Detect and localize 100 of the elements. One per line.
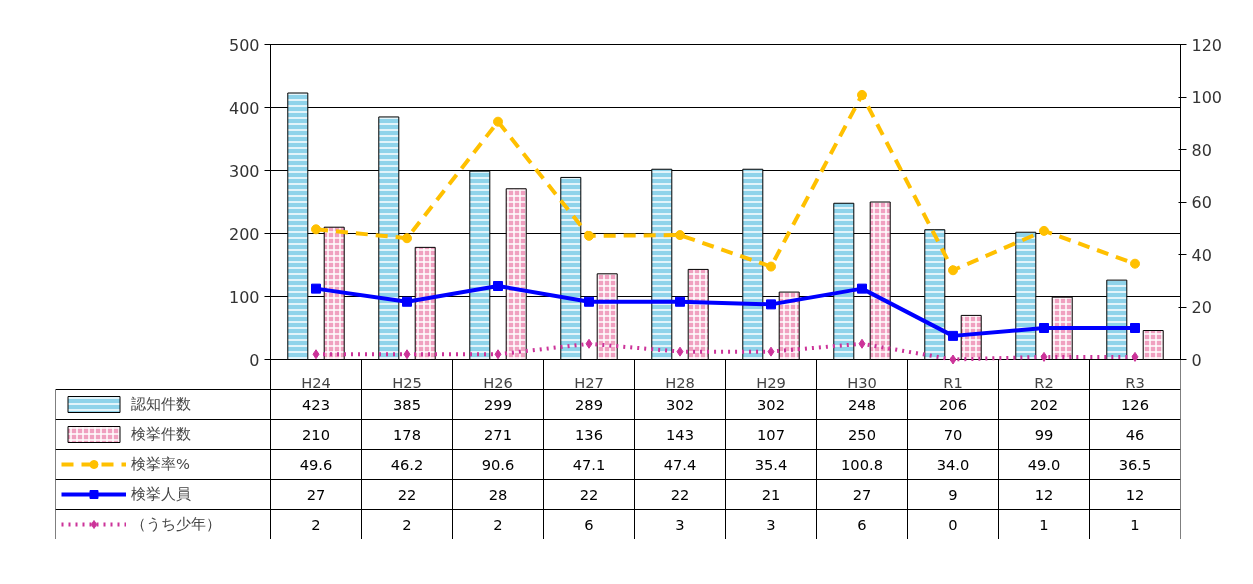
data-label: 34.0 bbox=[936, 455, 970, 473]
point bbox=[948, 330, 958, 341]
data-label: 2 bbox=[402, 515, 412, 533]
data-label: 1 bbox=[1039, 515, 1049, 533]
point bbox=[585, 338, 593, 349]
data-label: 46.2 bbox=[390, 455, 424, 473]
data-label: 1 bbox=[1130, 515, 1140, 533]
x-tick-label: H30 bbox=[847, 373, 877, 391]
data-label: 248 bbox=[848, 395, 876, 413]
data-label: 107 bbox=[757, 425, 785, 443]
y-tick-label: 0 bbox=[249, 350, 260, 370]
y2-tick-label: 80 bbox=[1191, 140, 1212, 160]
y-tick-label: 300 bbox=[228, 161, 260, 181]
point bbox=[403, 349, 411, 360]
data-label: 46 bbox=[1125, 425, 1145, 443]
data-label: 12 bbox=[1125, 485, 1145, 503]
data-label: 49.0 bbox=[1027, 455, 1061, 473]
data-label: 27 bbox=[306, 485, 326, 503]
y2-tick-label: 40 bbox=[1191, 245, 1212, 265]
data-label: 6 bbox=[857, 515, 867, 533]
data-label: 3 bbox=[766, 515, 776, 533]
point bbox=[1040, 351, 1048, 362]
data-label: 178 bbox=[393, 425, 421, 443]
data-label: 22 bbox=[397, 485, 417, 503]
data-label: 99 bbox=[1034, 425, 1054, 443]
point bbox=[494, 349, 502, 360]
data-label: 289 bbox=[575, 395, 603, 413]
x-tick-label: H27 bbox=[574, 373, 604, 391]
point bbox=[767, 346, 775, 357]
x-tick-label: H29 bbox=[756, 373, 786, 391]
point bbox=[1130, 258, 1140, 269]
data-label: 3 bbox=[675, 515, 685, 533]
legend-label: 検挙率% bbox=[131, 454, 190, 474]
point bbox=[766, 261, 776, 272]
data-label: 6 bbox=[584, 515, 594, 533]
x-tick-label: H25 bbox=[392, 373, 422, 391]
y2-tick-label: 100 bbox=[1191, 88, 1223, 107]
point bbox=[1039, 323, 1049, 333]
point bbox=[949, 354, 957, 365]
y2-tick-label: 0 bbox=[1191, 350, 1202, 370]
point bbox=[858, 338, 866, 349]
data-label: 47.4 bbox=[663, 455, 697, 473]
point bbox=[1130, 323, 1140, 333]
y2-tick-label: 20 bbox=[1191, 298, 1212, 317]
y2-tick-label: 120 bbox=[1191, 35, 1223, 55]
legend-label: 認知件数 bbox=[131, 394, 191, 414]
x-tick-label: H28 bbox=[665, 373, 695, 391]
data-label: 126 bbox=[1121, 395, 1149, 413]
data-label: 302 bbox=[757, 395, 785, 413]
data-label: 2 bbox=[311, 515, 321, 533]
data-label: 271 bbox=[484, 425, 512, 443]
point bbox=[312, 349, 320, 360]
point bbox=[1039, 225, 1049, 236]
x-tick-label: R1 bbox=[943, 373, 963, 391]
y2-tick-label: 60 bbox=[1191, 193, 1212, 212]
point bbox=[675, 230, 685, 241]
data-label: 70 bbox=[943, 425, 963, 443]
point bbox=[857, 283, 867, 294]
point bbox=[1131, 351, 1139, 362]
point bbox=[402, 233, 412, 244]
y-tick-label: 100 bbox=[228, 287, 260, 307]
data-label: 206 bbox=[939, 395, 967, 413]
legend-label: 検挙人員 bbox=[131, 484, 191, 504]
data-label: 47.1 bbox=[572, 455, 606, 473]
data-label: 423 bbox=[302, 395, 330, 413]
y-tick-label: 400 bbox=[228, 98, 260, 118]
point bbox=[766, 299, 776, 310]
x-tick-label: H26 bbox=[483, 373, 513, 391]
point bbox=[584, 230, 594, 241]
data-label: 90.6 bbox=[481, 455, 515, 473]
data-label: 250 bbox=[848, 425, 876, 443]
data-label: 2 bbox=[493, 515, 503, 533]
y-tick-label: 500 bbox=[228, 35, 260, 55]
data-label: 27 bbox=[852, 485, 872, 503]
point bbox=[402, 296, 412, 307]
data-label: 210 bbox=[302, 425, 330, 443]
data-label: 136 bbox=[575, 425, 603, 443]
data-label: 385 bbox=[393, 395, 421, 413]
data-label: 202 bbox=[1030, 395, 1058, 413]
data-label: 22 bbox=[670, 485, 690, 503]
x-tick-label: R3 bbox=[1125, 373, 1145, 391]
data-label: 21 bbox=[761, 485, 781, 503]
data-label: 100.8 bbox=[841, 455, 883, 473]
data-label: 9 bbox=[948, 485, 958, 503]
point bbox=[584, 296, 594, 307]
data-label: 36.5 bbox=[1118, 455, 1152, 473]
point bbox=[857, 89, 867, 100]
point bbox=[675, 296, 685, 307]
data-label: 12 bbox=[1034, 485, 1054, 503]
point bbox=[493, 281, 503, 291]
data-label: 22 bbox=[579, 485, 599, 503]
data-label: 35.4 bbox=[754, 455, 788, 473]
point bbox=[493, 116, 503, 127]
point bbox=[311, 224, 321, 235]
point bbox=[948, 265, 958, 276]
y-tick-label: 200 bbox=[228, 224, 260, 244]
data-label: 143 bbox=[666, 425, 694, 443]
data-label: 28 bbox=[488, 485, 508, 503]
data-label: 302 bbox=[666, 395, 694, 413]
data-label: 49.6 bbox=[299, 455, 333, 473]
